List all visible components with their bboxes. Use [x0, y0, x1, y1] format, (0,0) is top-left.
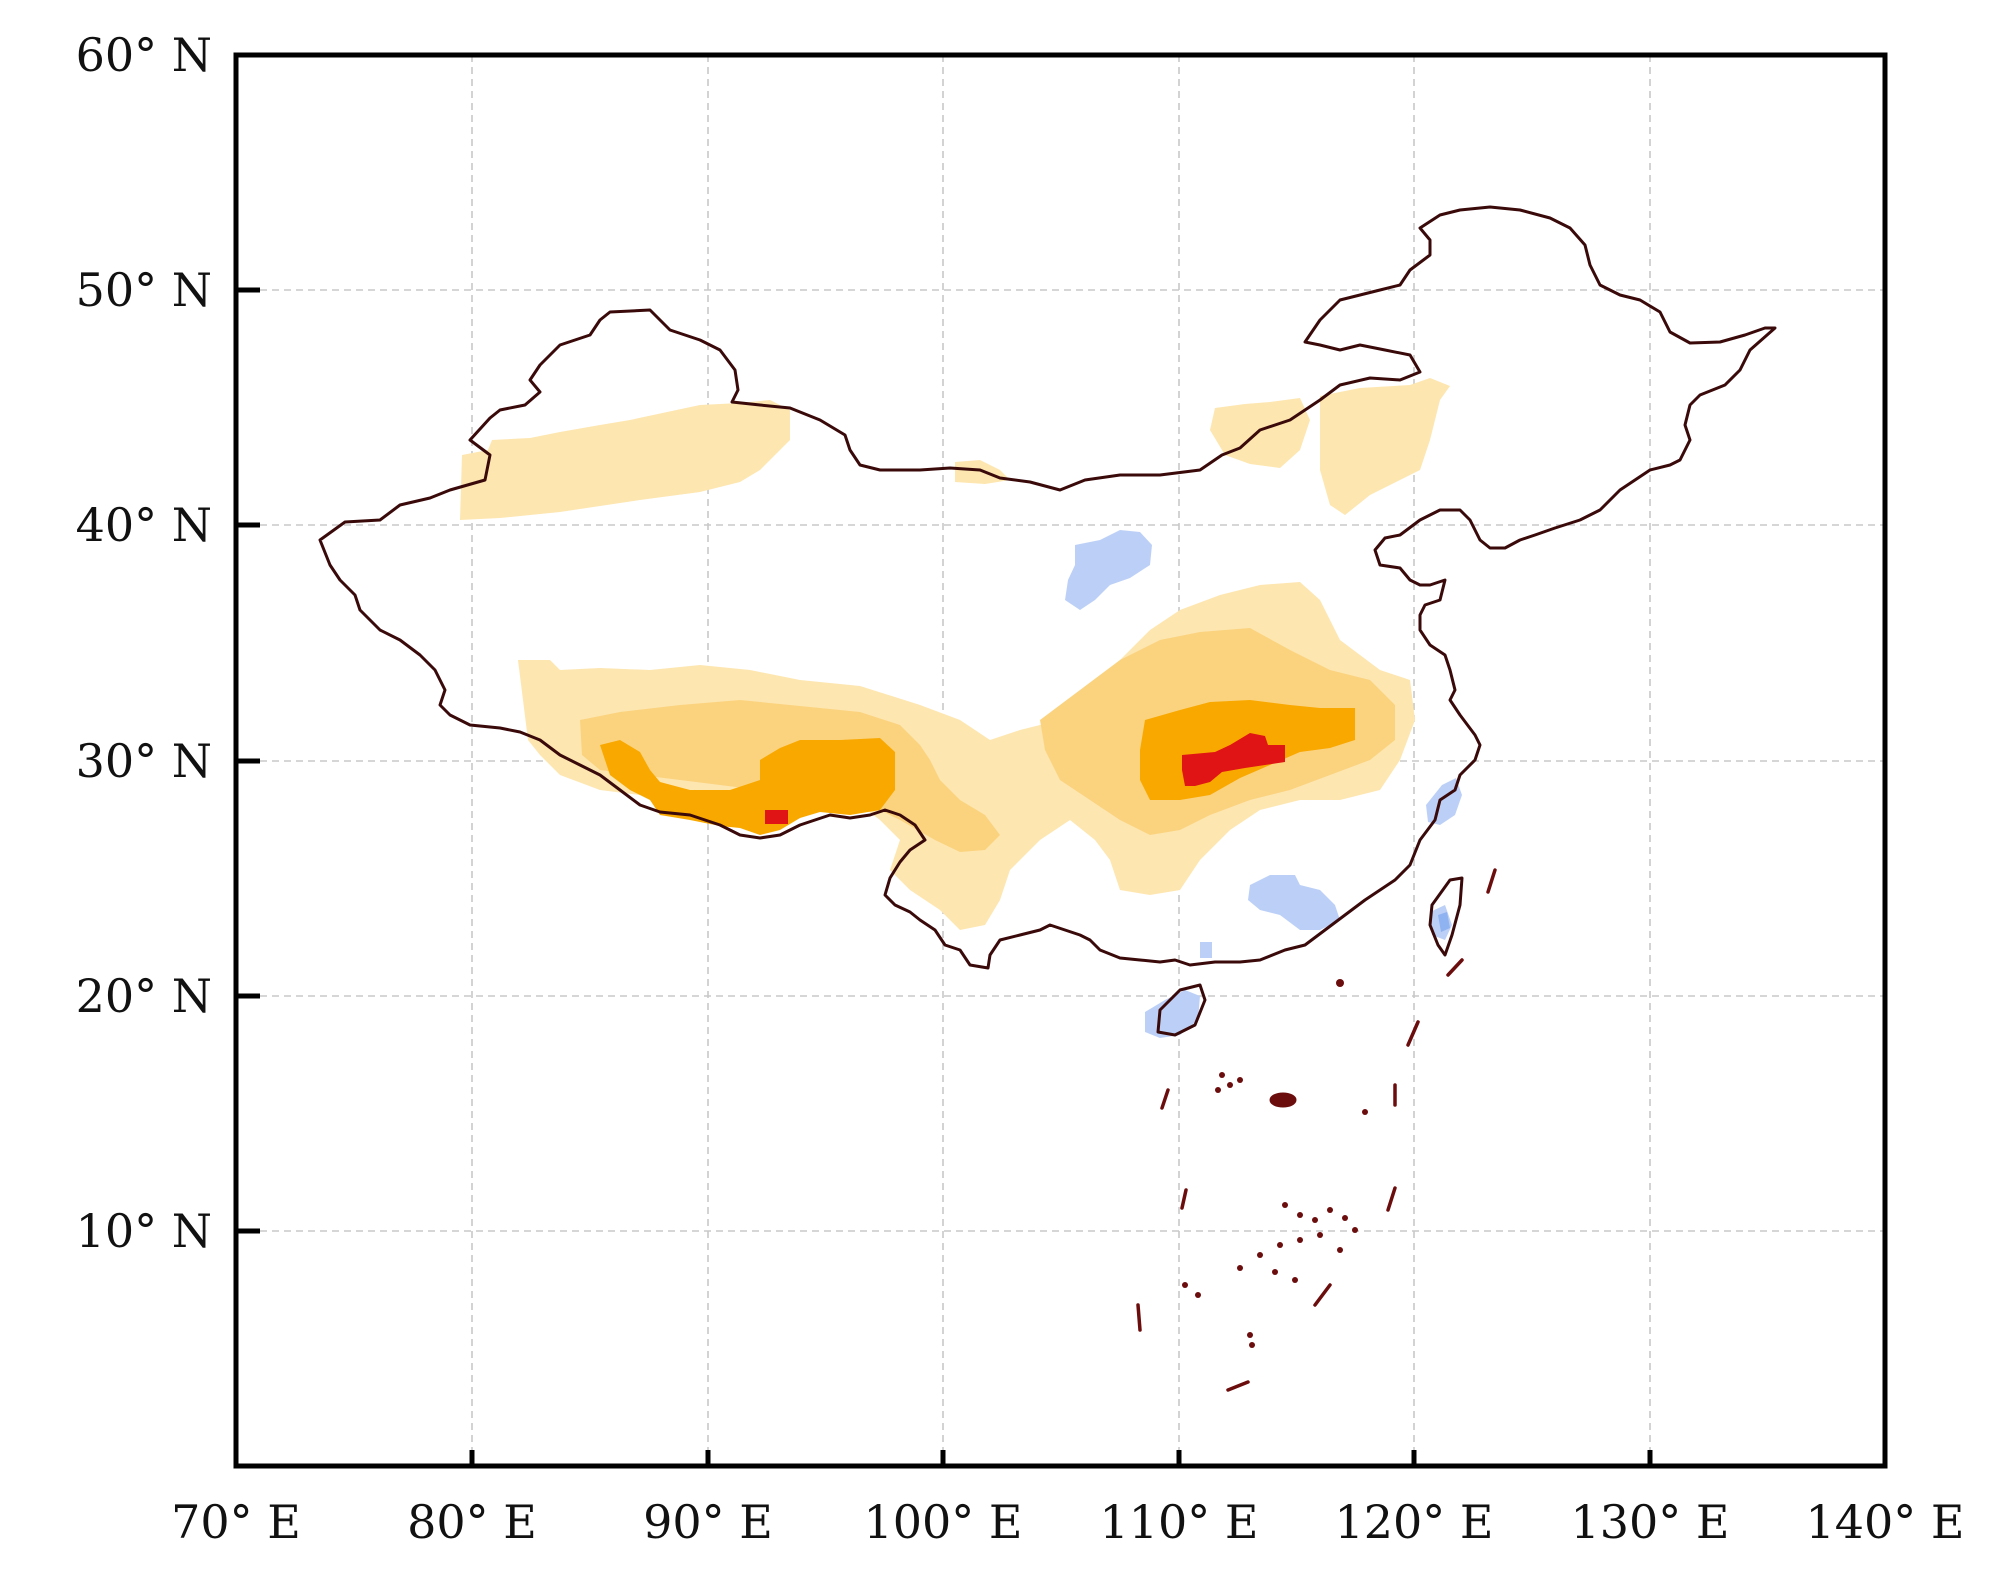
y-tick-label: 30° N: [76, 734, 212, 788]
sea-dash-1: [1486, 868, 1497, 894]
tick-marks: [236, 287, 1653, 1466]
x-tick-label: 110° E: [1099, 1495, 1258, 1549]
islet: [1237, 1077, 1243, 1083]
islet: [1342, 1215, 1348, 1221]
shade-level-4-tibet: [765, 810, 788, 824]
shade-level-1-inner-mongolia-west: [1210, 398, 1310, 468]
islet: [1327, 1207, 1333, 1213]
x-axis-labels: 70° E 80° E 90° E 100° E 110° E 120° E 1…: [171, 1495, 1964, 1549]
y-tick-label: 20° N: [76, 969, 212, 1023]
shade-level-3-tibet: [600, 738, 895, 835]
sea-dash-3: [1406, 1020, 1420, 1047]
y-tick-label: 10° N: [76, 1204, 212, 1258]
islet: [1312, 1217, 1318, 1223]
islet: [1282, 1202, 1288, 1208]
y-tick-label: 60° N: [76, 28, 212, 82]
south-china-sea-dashes: [1136, 868, 1497, 1392]
china-border: [318, 205, 1777, 970]
islet: [1297, 1237, 1303, 1243]
sea-dash-2: [1446, 958, 1464, 977]
shade-level-1-northwest: [460, 400, 790, 520]
islet: [1215, 1087, 1221, 1093]
islet: [1317, 1232, 1323, 1238]
sea-dash-10: [1160, 1088, 1170, 1110]
islet: [1219, 1072, 1225, 1078]
islet: [1249, 1342, 1255, 1348]
shaded-field-layer: [460, 378, 1462, 1038]
x-tick-label: 140° E: [1805, 1495, 1964, 1549]
x-tick-label: 120° E: [1334, 1495, 1493, 1549]
x-tick-label: 130° E: [1570, 1495, 1729, 1549]
islet: [1227, 1082, 1233, 1088]
islet: [1195, 1292, 1201, 1298]
islet: [1336, 979, 1344, 987]
shade-level-4-sichuan: [1182, 733, 1285, 786]
shade-level-1-northeast: [1320, 378, 1450, 515]
sea-dash-7: [1226, 1380, 1250, 1392]
y-tick-label: 50° N: [76, 263, 212, 317]
sea-dash-6: [1313, 1283, 1332, 1307]
sea-dash-5: [1386, 1186, 1397, 1212]
islet: [1257, 1252, 1263, 1258]
hainan-island: [1156, 983, 1207, 1037]
y-axis-labels: 10° N 20° N 30° N 40° N 50° N 60° N: [76, 28, 212, 1258]
islet: [1362, 1109, 1368, 1115]
islet: [1352, 1227, 1358, 1233]
x-tick-label: 80° E: [407, 1495, 537, 1549]
islet: [1237, 1265, 1243, 1271]
islet: [1247, 1332, 1253, 1338]
islet: [1337, 1247, 1343, 1253]
x-tick-label: 90° E: [643, 1495, 773, 1549]
islet: [1182, 1282, 1188, 1288]
shade-negative-northcentral: [1065, 530, 1152, 610]
sea-dash-8: [1136, 1303, 1142, 1332]
islet: [1272, 1269, 1278, 1275]
shade-negative-guangxi-dot: [1200, 942, 1212, 958]
taiwan-island: [1428, 876, 1464, 957]
islet: [1292, 1277, 1298, 1283]
islet: [1269, 1092, 1297, 1108]
x-tick-label: 100° E: [863, 1495, 1022, 1549]
x-tick-label: 70° E: [171, 1495, 301, 1549]
y-tick-label: 40° N: [76, 498, 212, 552]
sea-dash-9: [1180, 1188, 1188, 1210]
islet: [1297, 1212, 1303, 1218]
islet: [1277, 1242, 1283, 1248]
shade-negative-south: [1248, 875, 1340, 930]
islands: [1182, 979, 1368, 1348]
shade-negative-taiwan-core: [1438, 912, 1450, 932]
